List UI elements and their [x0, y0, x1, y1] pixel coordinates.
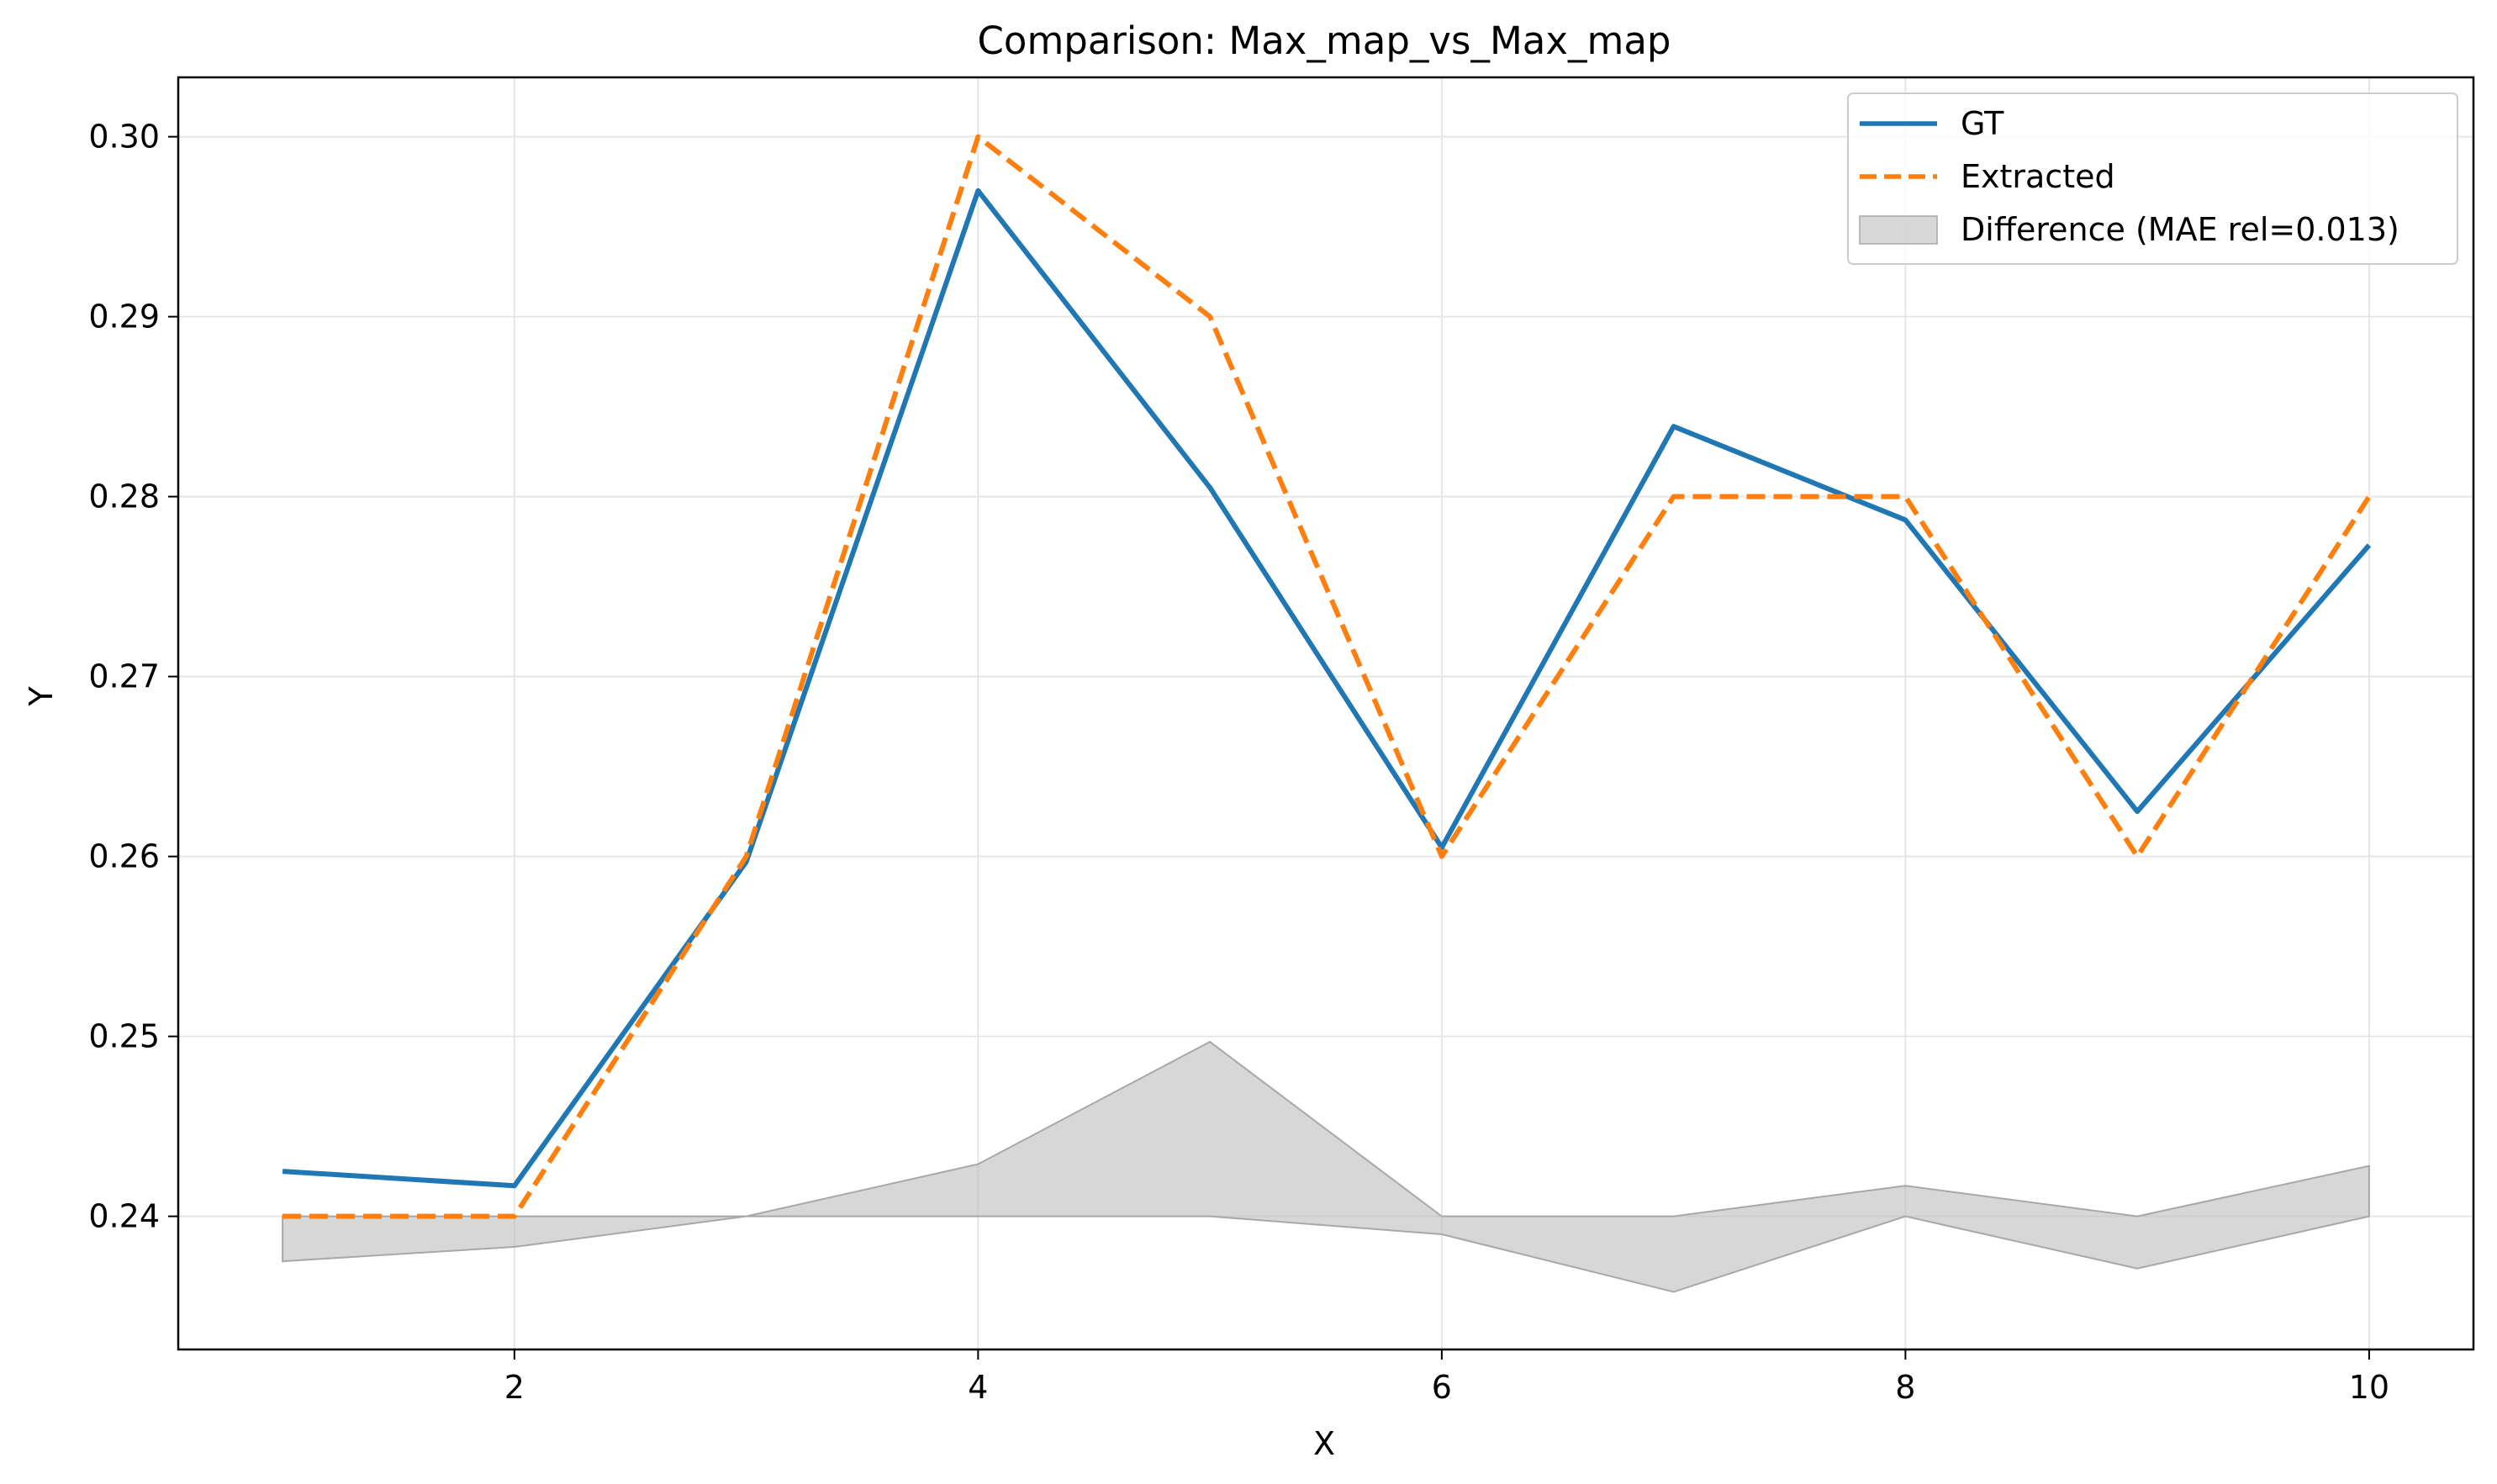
y-tick-label: 0.27	[88, 658, 160, 695]
y-tick-label: 0.25	[88, 1018, 160, 1055]
difference-band	[282, 1040, 2370, 1293]
y-axis-label: Y	[23, 686, 60, 707]
y-tick-label: 0.30	[88, 119, 160, 156]
y-tick-label: 0.28	[88, 478, 160, 515]
legend-label-extracted: Extracted	[1961, 158, 2115, 195]
x-axis-ticks: 2 4 6 8 10	[504, 1349, 2389, 1406]
plot-frame	[177, 76, 2475, 1351]
x-tick-label: 8	[1895, 1369, 1915, 1406]
y-axis-ticks: 0.24 0.25 0.26 0.27 0.28 0.29 0.30	[88, 119, 178, 1235]
x-tick-label: 4	[968, 1369, 988, 1406]
chart-title: Comparison: Max_map_vs_Max_map	[978, 18, 1671, 63]
x-tick-label: 10	[2349, 1369, 2389, 1406]
y-tick-label: 0.29	[88, 298, 160, 335]
legend-swatch-difference	[1859, 215, 1938, 245]
y-tick-label: 0.26	[88, 838, 160, 875]
series-line-gt	[282, 187, 2372, 1189]
x-tick-label: 2	[504, 1369, 525, 1406]
series-line-extracted	[282, 134, 2372, 1219]
legend: GT Extracted Difference (MAE rel=0.013)	[1847, 92, 2458, 265]
grid-lines	[178, 77, 2473, 1349]
series-lines	[282, 134, 2372, 1219]
y-tick-label: 0.24	[88, 1198, 160, 1235]
x-axis-label: X	[1313, 1425, 1335, 1462]
legend-label-difference: Difference (MAE rel=0.013)	[1961, 211, 2399, 248]
legend-box	[1847, 92, 2458, 265]
legend-label-gt: GT	[1961, 105, 2004, 142]
difference-area	[282, 1040, 2370, 1293]
x-tick-label: 6	[1432, 1369, 1452, 1406]
